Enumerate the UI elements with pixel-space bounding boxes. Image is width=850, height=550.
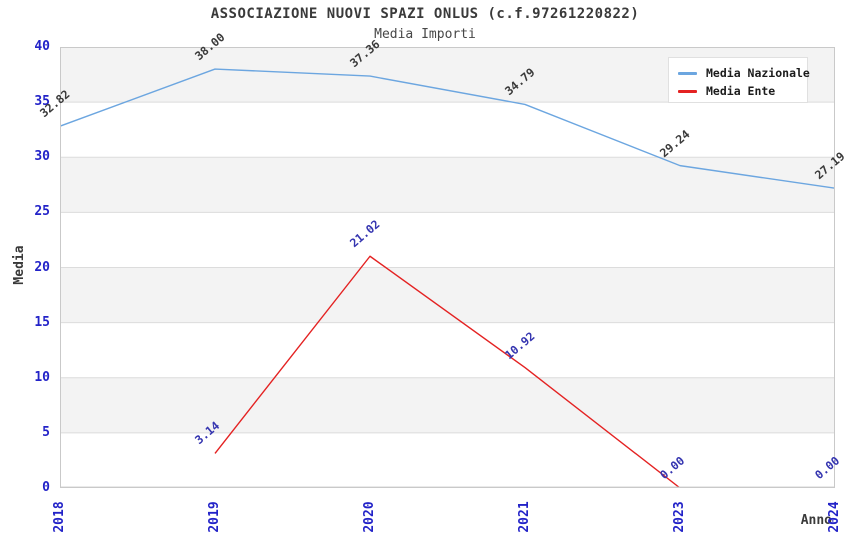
- x-tick-label: 2020: [362, 501, 377, 533]
- series-line-media-ente: [214, 255, 835, 488]
- y-tick-label: 5: [42, 424, 50, 440]
- x-tick-label: 2024: [827, 501, 842, 533]
- chart-title: ASSOCIAZIONE NUOVI SPAZI ONLUS (c.f.9726…: [210, 6, 640, 22]
- x-tick-label: 2021: [517, 501, 532, 533]
- x-axis-title: Anno: [800, 513, 832, 528]
- media-ente-line-swatch-icon: [678, 90, 697, 93]
- legend: Media Nazionale Media Ente: [668, 57, 810, 103]
- media-nazionale-line-swatch-icon: [678, 72, 697, 75]
- y-tick-label: 25: [34, 204, 50, 220]
- y-tick-label: 30: [34, 149, 50, 165]
- y-tick-label: 35: [34, 94, 50, 110]
- x-tick-label: 2019: [207, 501, 222, 533]
- y-tick-label: 20: [34, 259, 50, 275]
- y-tick-label: 15: [34, 314, 50, 330]
- plot-area: Media Nazionale Media Ente: [60, 47, 835, 488]
- x-tick-label: 2023: [672, 501, 687, 533]
- series-line-media-nazionale: [60, 68, 835, 189]
- legend-label: Media Ente: [706, 84, 776, 98]
- y-tick-label: 40: [34, 39, 50, 54]
- y-tick-label: 0: [42, 480, 50, 495]
- chart-subtitle: Media Importi: [374, 27, 476, 42]
- x-tick-label: 2018: [52, 501, 67, 533]
- plot-canvas: [60, 47, 835, 488]
- plot-border: [60, 47, 835, 488]
- legend-label: Media Nazionale: [706, 66, 810, 80]
- y-tick-label: 10: [34, 369, 50, 385]
